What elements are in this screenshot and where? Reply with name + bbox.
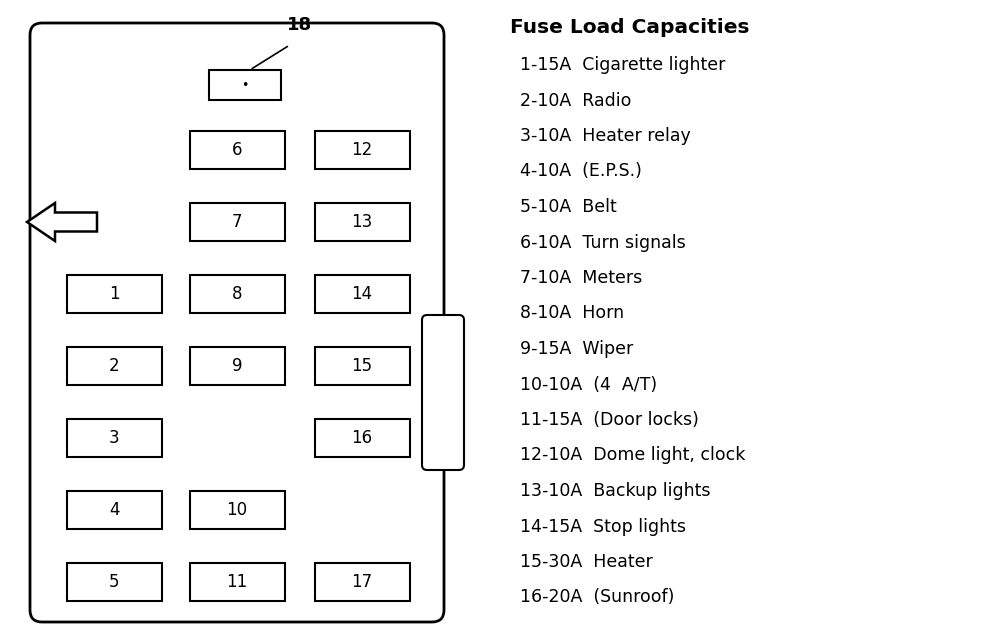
Bar (314, 347, 410, 385)
Text: 4: 4 (109, 501, 119, 519)
Text: 16: 16 (351, 429, 373, 447)
Text: 5: 5 (109, 573, 119, 591)
Text: 12-10A  Dome light, clock: 12-10A Dome light, clock (520, 447, 745, 464)
Text: 3: 3 (109, 429, 119, 447)
Text: 7: 7 (232, 213, 242, 231)
Text: 12: 12 (351, 141, 373, 159)
Text: 8-10A  Horn: 8-10A Horn (520, 304, 624, 323)
FancyBboxPatch shape (422, 315, 464, 470)
Text: 15-30A  Heater: 15-30A Heater (520, 553, 653, 571)
Text: 1: 1 (109, 285, 119, 303)
Bar (190, 203, 285, 241)
Bar (66, 347, 162, 385)
Text: 16-20A  (Sunroof): 16-20A (Sunroof) (520, 588, 674, 607)
Text: 9: 9 (232, 357, 242, 375)
Bar (66, 563, 162, 601)
Text: 14: 14 (351, 285, 373, 303)
Bar (314, 563, 410, 601)
Text: 11: 11 (226, 573, 248, 591)
Text: 2-10A  Radio: 2-10A Radio (520, 91, 631, 110)
Bar (209, 70, 281, 100)
Text: •: • (241, 79, 248, 91)
Bar (66, 419, 162, 457)
Bar (190, 563, 285, 601)
Text: 13-10A  Backup lights: 13-10A Backup lights (520, 482, 710, 500)
FancyBboxPatch shape (30, 23, 444, 622)
Text: 1-15A  Cigarette lighter: 1-15A Cigarette lighter (520, 56, 725, 74)
Text: 18: 18 (287, 16, 312, 34)
Text: 17: 17 (351, 573, 373, 591)
Text: 6-10A  Turn signals: 6-10A Turn signals (520, 234, 686, 251)
Bar (314, 131, 410, 169)
Bar (190, 491, 285, 529)
Text: 10: 10 (226, 501, 248, 519)
Text: 2: 2 (109, 357, 119, 375)
Polygon shape (27, 203, 97, 241)
Text: Fuse Load Capacities: Fuse Load Capacities (510, 18, 750, 37)
Bar (66, 275, 162, 313)
Text: 6: 6 (232, 141, 242, 159)
Text: 9-15A  Wiper: 9-15A Wiper (520, 340, 633, 358)
Text: 13: 13 (351, 213, 373, 231)
Text: 7-10A  Meters: 7-10A Meters (520, 269, 642, 287)
Text: 4-10A  (E.P.S.): 4-10A (E.P.S.) (520, 163, 642, 181)
Bar (66, 491, 162, 529)
Text: 8: 8 (232, 285, 242, 303)
Text: 3-10A  Heater relay: 3-10A Heater relay (520, 127, 691, 145)
Text: 5-10A  Belt: 5-10A Belt (520, 198, 617, 216)
Text: 14-15A  Stop lights: 14-15A Stop lights (520, 517, 686, 536)
Bar (190, 347, 285, 385)
Text: 10-10A  (4  A/T): 10-10A (4 A/T) (520, 375, 657, 394)
Text: 15: 15 (351, 357, 373, 375)
Bar (314, 419, 410, 457)
Bar (190, 275, 285, 313)
Text: 11-15A  (Door locks): 11-15A (Door locks) (520, 411, 699, 429)
Bar (190, 131, 285, 169)
Bar (314, 203, 410, 241)
Bar (314, 275, 410, 313)
